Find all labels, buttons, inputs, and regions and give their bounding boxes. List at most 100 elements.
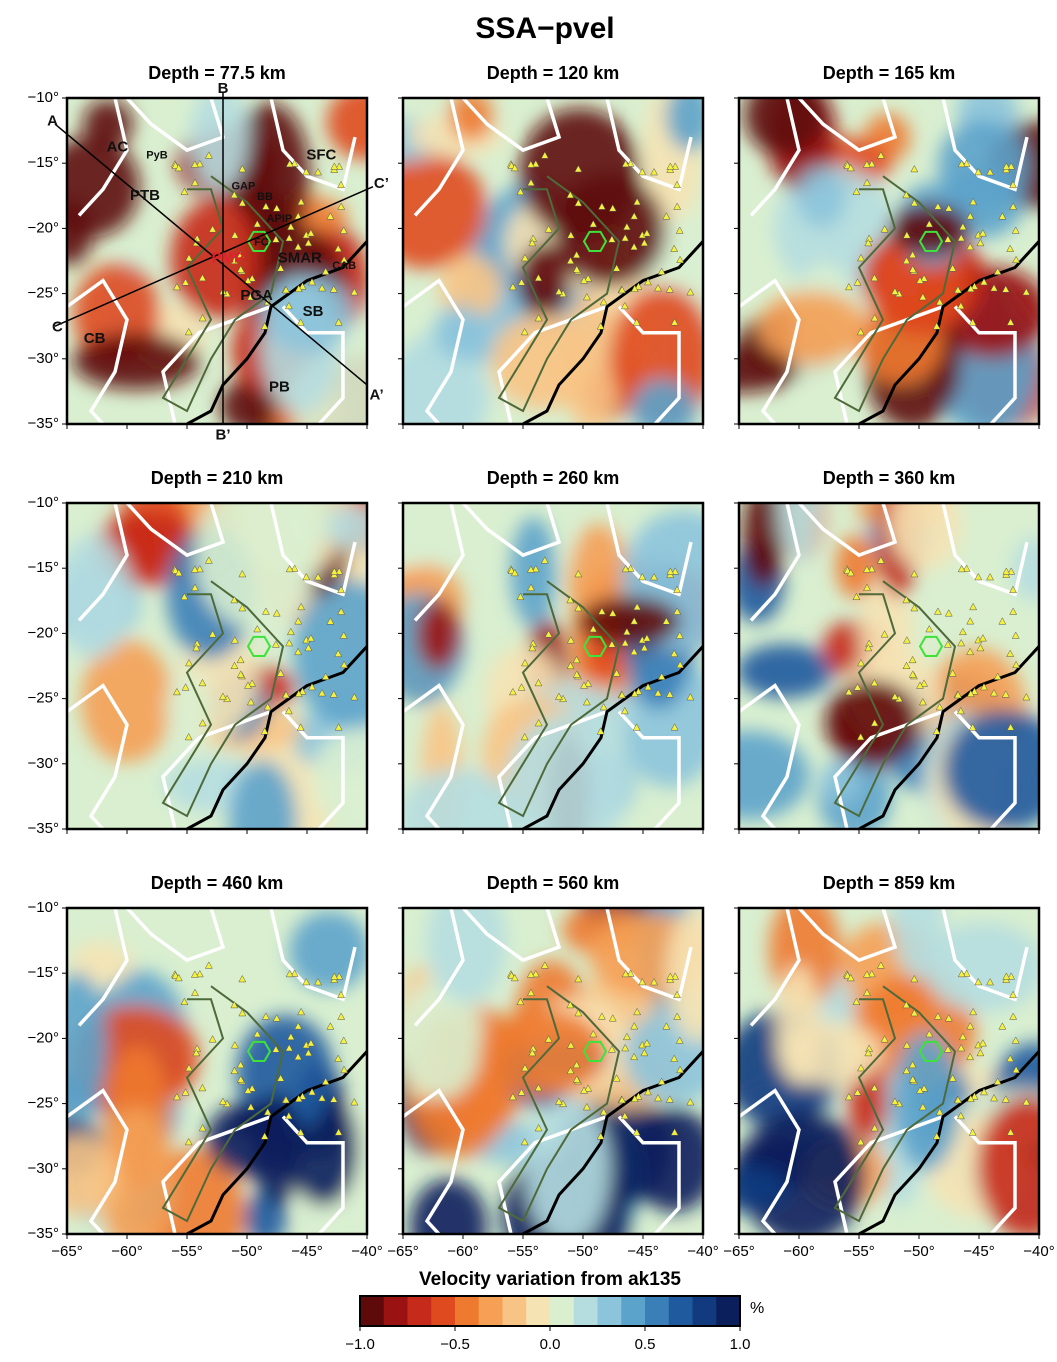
station	[980, 277, 988, 286]
station	[180, 592, 189, 601]
station	[599, 1107, 608, 1116]
station	[204, 961, 213, 969]
station	[566, 1041, 575, 1049]
station	[654, 689, 662, 697]
station	[582, 1102, 591, 1111]
station	[198, 678, 207, 687]
station	[510, 568, 519, 577]
station	[589, 1029, 598, 1038]
station	[238, 974, 247, 983]
station	[630, 647, 639, 656]
station	[566, 231, 575, 239]
station	[1012, 660, 1021, 669]
station	[508, 282, 517, 291]
station	[986, 167, 994, 176]
station	[910, 198, 919, 207]
station	[290, 969, 299, 977]
station	[968, 723, 977, 731]
station	[284, 706, 293, 715]
province-boundary	[161, 1114, 272, 1234]
station	[321, 267, 330, 275]
station	[852, 187, 861, 196]
station	[191, 583, 199, 591]
station	[962, 159, 971, 167]
province-boundary	[403, 278, 465, 424]
station	[670, 1054, 679, 1062]
station	[260, 322, 269, 330]
station	[192, 643, 201, 652]
station	[340, 660, 349, 669]
station	[340, 1065, 349, 1074]
map-frame	[65, 96, 369, 426]
station	[671, 162, 680, 170]
station	[1006, 649, 1015, 657]
anomaly	[229, 760, 297, 829]
colorbar-swatch	[621, 1296, 646, 1326]
station	[208, 1035, 217, 1043]
map-frame	[737, 906, 1041, 1236]
station	[172, 1092, 181, 1101]
craton-outline	[833, 985, 957, 1223]
station	[862, 160, 871, 168]
y-tick-label: −10°	[28, 89, 59, 106]
station	[329, 1095, 338, 1103]
station	[1006, 723, 1015, 731]
station	[970, 282, 979, 290]
station	[517, 1088, 526, 1096]
station	[574, 198, 583, 207]
region-label: C’	[374, 175, 389, 192]
map-panel: Depth = 260 km	[398, 468, 705, 834]
x-tick-label: −40°	[1023, 1243, 1054, 1260]
station	[230, 595, 239, 604]
station	[908, 250, 917, 259]
station	[572, 265, 581, 273]
panel-title: Depth = 460 km	[151, 873, 284, 893]
station	[238, 198, 247, 207]
colorbar-swatch	[502, 1296, 527, 1326]
station	[933, 1012, 942, 1020]
station	[986, 977, 994, 986]
station	[330, 567, 339, 575]
x-tick-label: −45°	[627, 1243, 658, 1260]
anomaly	[892, 1032, 960, 1172]
station	[880, 225, 889, 233]
station	[607, 640, 616, 648]
station	[540, 556, 549, 564]
station	[910, 164, 919, 173]
station	[520, 327, 529, 336]
map-field	[403, 98, 703, 424]
province-boundary	[605, 503, 693, 597]
station	[521, 1063, 529, 1072]
anomaly	[739, 731, 810, 820]
province-boundary	[67, 1088, 129, 1234]
colorbar-swatch	[573, 1296, 598, 1326]
anomaly	[976, 1095, 1039, 1234]
panel-title: Depth = 360 km	[823, 468, 956, 488]
station	[974, 572, 983, 581]
station	[574, 1008, 583, 1017]
station	[238, 569, 247, 578]
station	[330, 972, 339, 980]
station	[185, 1063, 193, 1072]
station	[566, 595, 575, 604]
station	[528, 238, 537, 247]
station	[670, 244, 679, 252]
station	[284, 301, 293, 310]
station	[634, 1092, 643, 1100]
region-label: SMAR	[278, 249, 322, 266]
station	[902, 1041, 911, 1049]
province-boundary	[739, 278, 801, 424]
station	[1022, 1098, 1031, 1106]
station	[580, 681, 588, 689]
station	[204, 556, 213, 564]
station	[534, 718, 543, 727]
station	[294, 1052, 303, 1061]
station	[1012, 1065, 1021, 1074]
station	[932, 1132, 941, 1140]
anomaly	[739, 644, 834, 699]
hexagon-marker	[246, 635, 272, 657]
station	[966, 284, 975, 293]
station	[272, 609, 281, 617]
station	[908, 265, 917, 273]
station	[230, 1000, 239, 1009]
